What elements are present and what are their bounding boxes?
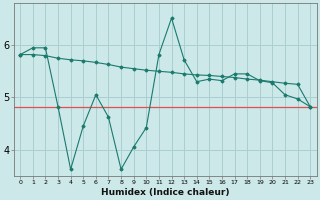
X-axis label: Humidex (Indice chaleur): Humidex (Indice chaleur)	[101, 188, 229, 197]
